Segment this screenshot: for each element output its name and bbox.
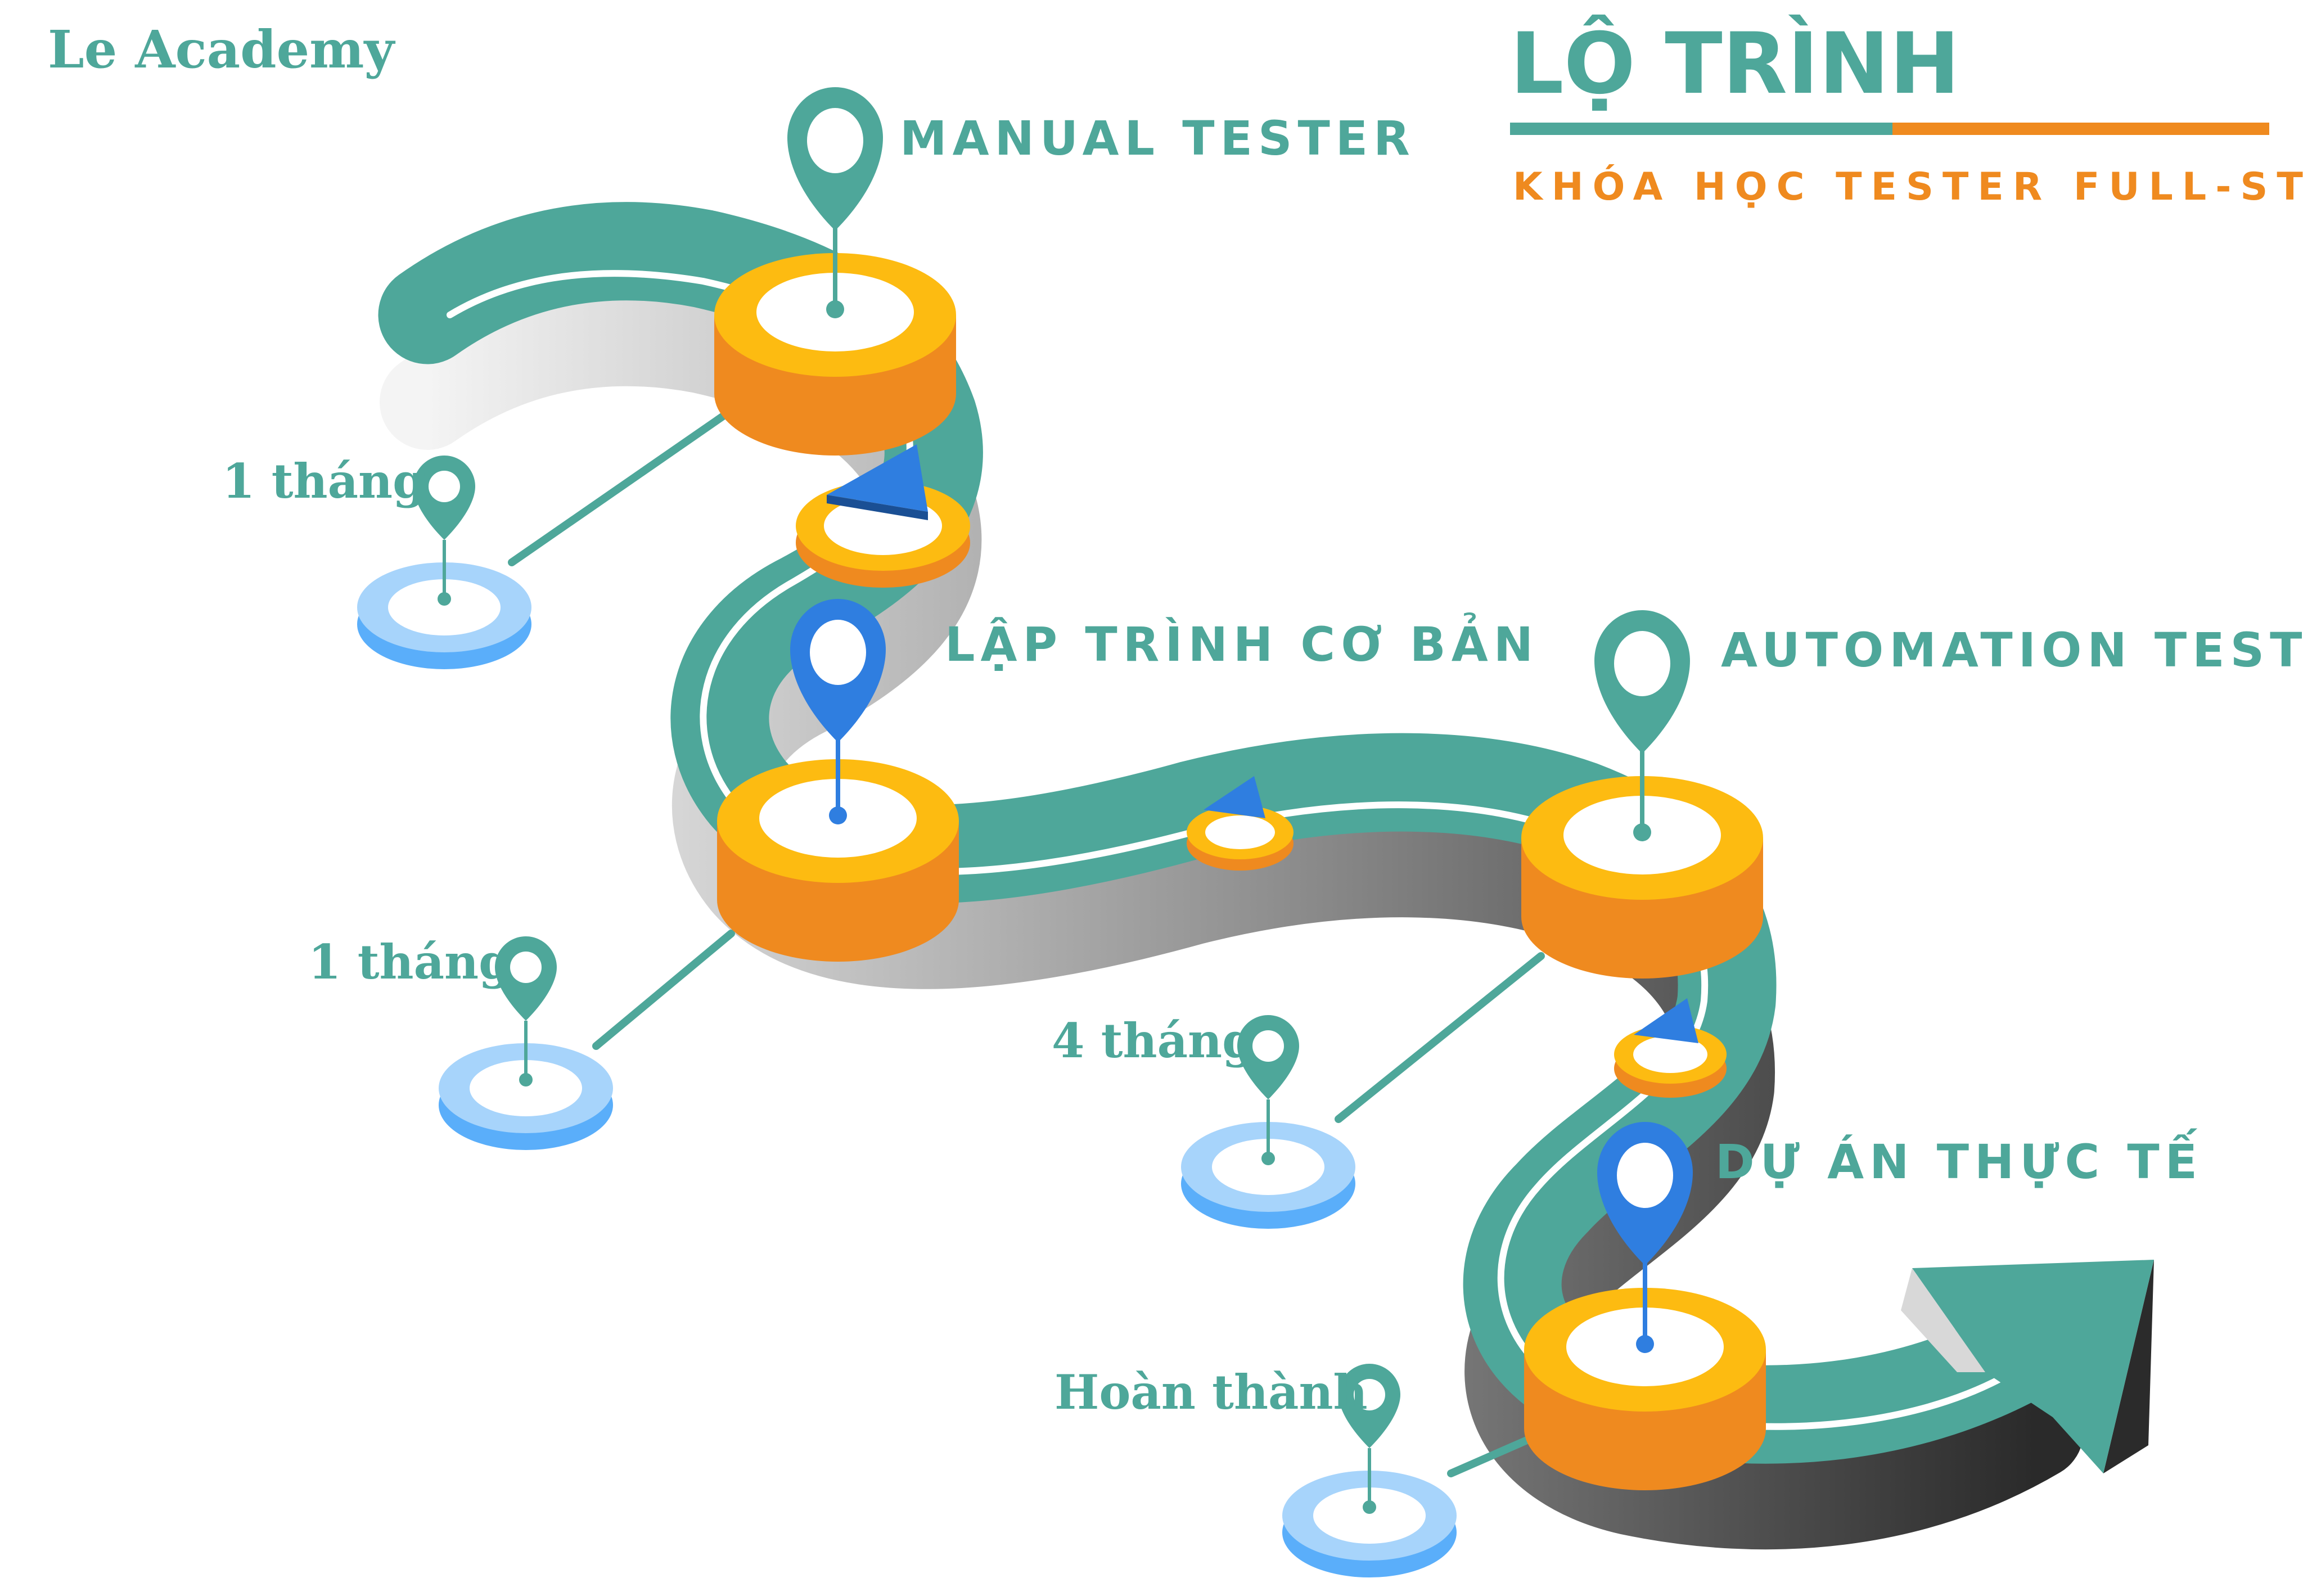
duration-marker-1	[357, 456, 531, 669]
duration-label-3: 4 tháng	[1052, 1013, 1255, 1068]
coin-3	[1614, 998, 1727, 1098]
blue-pin-icon	[1597, 1122, 1693, 1344]
page-title: LỘ TRÌNH	[1510, 15, 1960, 113]
duration-label-1: 1 tháng	[222, 453, 426, 509]
stage-label-real-project: DỰ ÁN THỰC TẾ	[1715, 1128, 2203, 1189]
location-pin-icon	[1237, 1015, 1299, 1099]
connector-lines	[508, 407, 1545, 1477]
teal-pin-icon	[1594, 610, 1690, 832]
direction-arrow-icon	[1204, 776, 1265, 818]
stage-platform-2	[717, 759, 959, 962]
stage-platform-4	[1524, 1288, 1766, 1490]
duration-marker-2	[439, 936, 613, 1150]
title-underline-teal	[1510, 123, 1892, 135]
duration-label-4: Hoàn thành	[1054, 1364, 1368, 1420]
direction-arrow-icon	[1634, 998, 1698, 1043]
stage-label-basic-programming: LẬP TRÌNH CƠ BẢN	[945, 612, 1539, 672]
stage-platform-1	[714, 253, 956, 456]
duration-label-2: 1 tháng	[308, 934, 512, 990]
coin-1	[796, 444, 970, 588]
location-pin-icon	[495, 936, 557, 1021]
location-pin-icon	[1338, 1364, 1400, 1448]
finish-arrow	[1901, 1260, 2154, 1473]
road-wall	[380, 290, 2084, 1550]
stage-label-automation-tester: AUTOMATION TESTER	[1721, 623, 2303, 678]
duration-marker-4	[1282, 1364, 1457, 1577]
teal-pin-icon	[787, 87, 883, 309]
brand-logo: Le Academy	[48, 19, 395, 80]
stage-label-manual-tester: MANUAL TESTER	[900, 111, 1416, 166]
coin-2	[1187, 776, 1294, 871]
stage-platform-3	[1521, 776, 1763, 979]
direction-arrow-icon	[827, 444, 928, 512]
location-pin-icon	[413, 456, 475, 540]
title-underline-orange	[1892, 123, 2269, 135]
duration-marker-3	[1181, 1015, 1355, 1229]
blue-pin-icon	[790, 599, 886, 815]
page-subtitle: KHÓA HỌC TESTER FULL-STACK	[1513, 164, 2303, 209]
